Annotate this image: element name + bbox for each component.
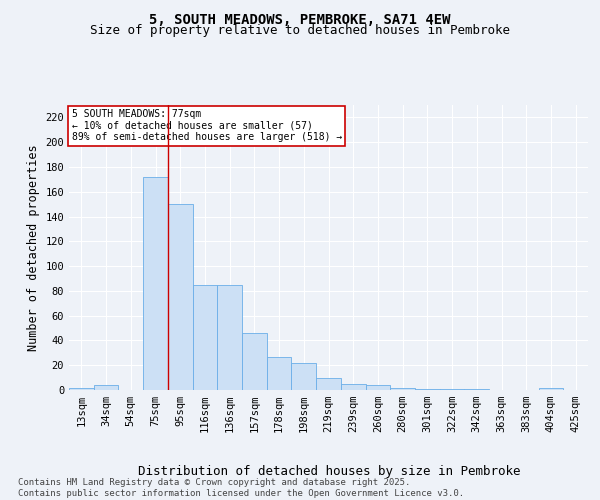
- Bar: [390, 388, 415, 390]
- Bar: [415, 389, 440, 390]
- Bar: [464, 389, 489, 390]
- Bar: [143, 177, 168, 390]
- Bar: [341, 384, 365, 390]
- Bar: [242, 333, 267, 390]
- Bar: [365, 385, 390, 390]
- Bar: [292, 362, 316, 390]
- Bar: [440, 389, 464, 390]
- Text: 5 SOUTH MEADOWS: 77sqm
← 10% of detached houses are smaller (57)
89% of semi-det: 5 SOUTH MEADOWS: 77sqm ← 10% of detached…: [71, 110, 342, 142]
- Bar: [168, 204, 193, 390]
- Text: Contains HM Land Registry data © Crown copyright and database right 2025.
Contai: Contains HM Land Registry data © Crown c…: [18, 478, 464, 498]
- Text: Size of property relative to detached houses in Pembroke: Size of property relative to detached ho…: [90, 24, 510, 37]
- Y-axis label: Number of detached properties: Number of detached properties: [27, 144, 40, 351]
- Bar: [94, 385, 118, 390]
- Text: Distribution of detached houses by size in Pembroke: Distribution of detached houses by size …: [137, 464, 520, 477]
- Bar: [539, 388, 563, 390]
- Bar: [69, 388, 94, 390]
- Bar: [217, 284, 242, 390]
- Bar: [193, 284, 217, 390]
- Bar: [316, 378, 341, 390]
- Bar: [267, 356, 292, 390]
- Text: 5, SOUTH MEADOWS, PEMBROKE, SA71 4EW: 5, SOUTH MEADOWS, PEMBROKE, SA71 4EW: [149, 12, 451, 26]
